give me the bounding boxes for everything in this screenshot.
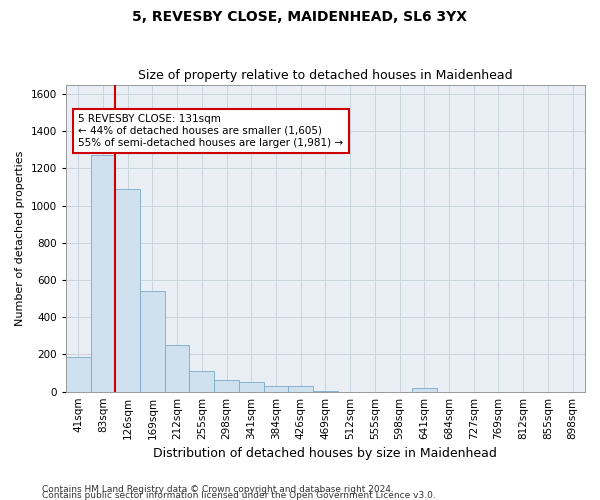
Y-axis label: Number of detached properties: Number of detached properties — [15, 150, 25, 326]
Bar — [412, 388, 437, 392]
X-axis label: Distribution of detached houses by size in Maidenhead: Distribution of detached houses by size … — [154, 447, 497, 460]
Text: 5 REVESBY CLOSE: 131sqm
← 44% of detached houses are smaller (1,605)
55% of semi: 5 REVESBY CLOSE: 131sqm ← 44% of detache… — [78, 114, 343, 148]
Text: 5, REVESBY CLOSE, MAIDENHEAD, SL6 3YX: 5, REVESBY CLOSE, MAIDENHEAD, SL6 3YX — [133, 10, 467, 24]
Bar — [239, 382, 263, 392]
Text: Contains HM Land Registry data © Crown copyright and database right 2024.: Contains HM Land Registry data © Crown c… — [42, 485, 394, 494]
Bar — [289, 386, 313, 392]
Bar — [190, 371, 214, 392]
Title: Size of property relative to detached houses in Maidenhead: Size of property relative to detached ho… — [138, 69, 513, 82]
Bar — [66, 357, 91, 392]
Bar — [91, 156, 115, 392]
Bar — [313, 390, 338, 392]
Bar — [115, 189, 140, 392]
Text: Contains public sector information licensed under the Open Government Licence v3: Contains public sector information licen… — [42, 491, 436, 500]
Bar — [214, 380, 239, 392]
Bar — [140, 291, 165, 392]
Bar — [165, 345, 190, 392]
Bar — [263, 386, 289, 392]
